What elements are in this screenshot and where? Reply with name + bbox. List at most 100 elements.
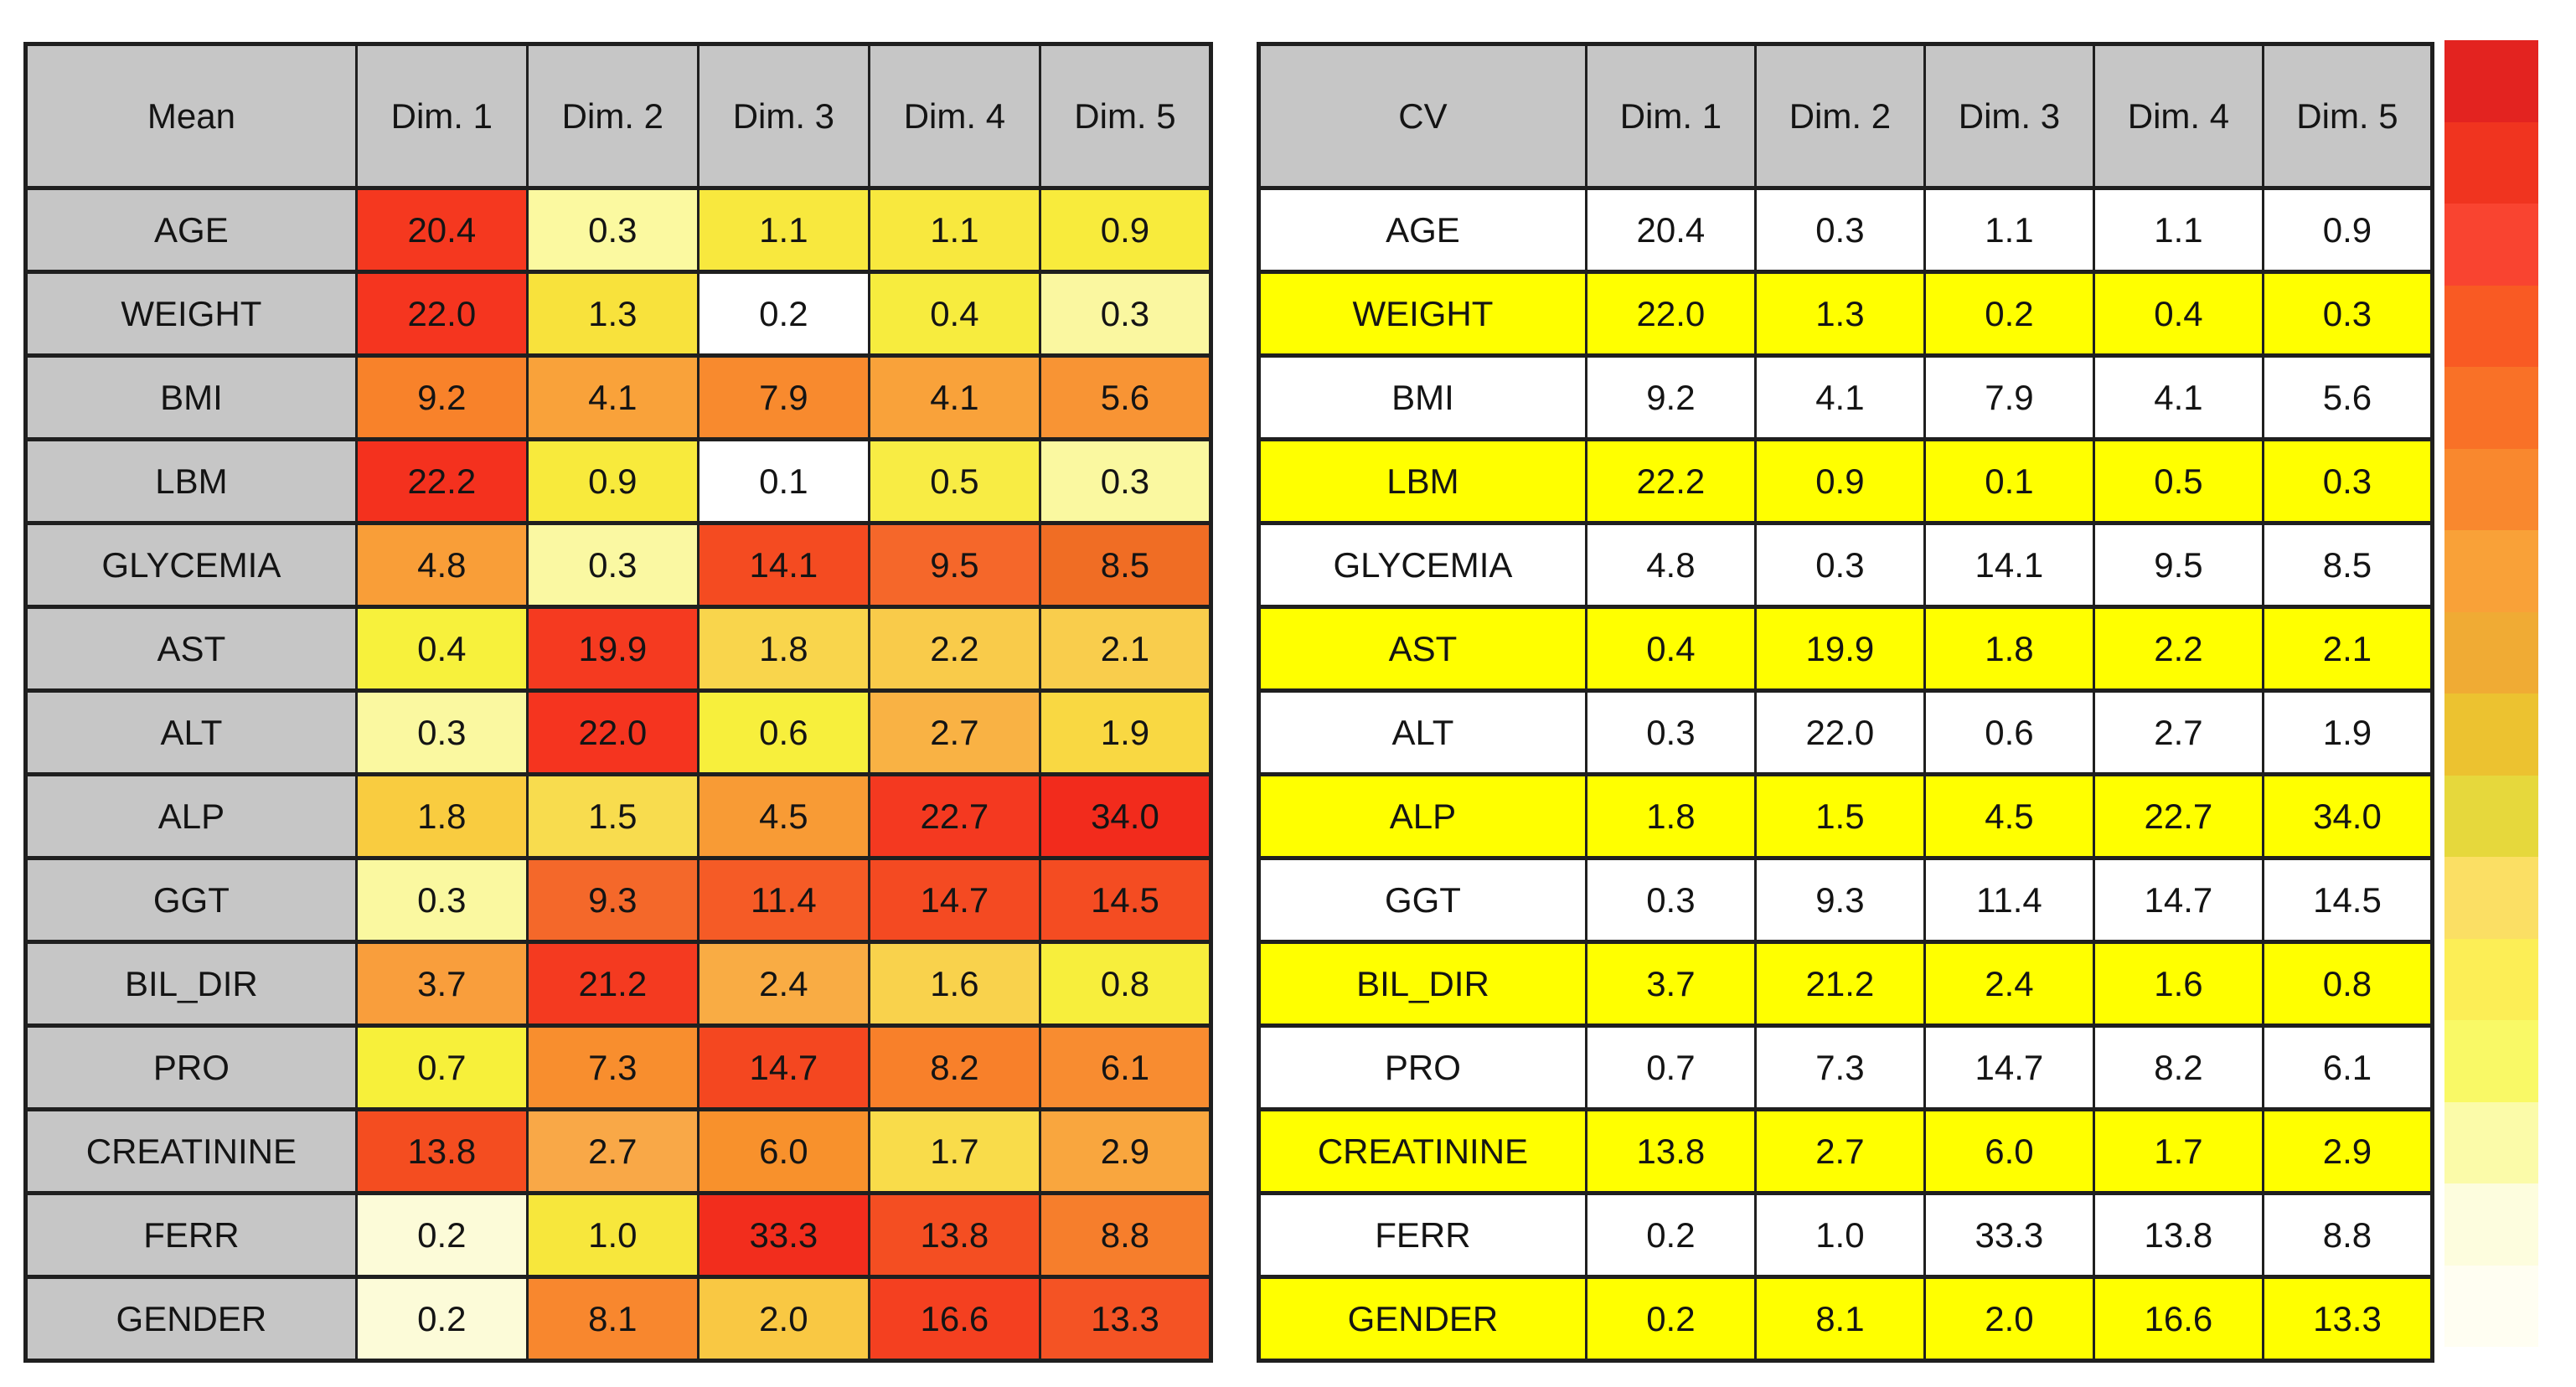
heatmap-cell: 22.7 (867, 772, 1041, 860)
colorbar-block (2444, 694, 2538, 776)
heatmap-cell: 0.3 (1038, 270, 1213, 358)
heatmap-cell: 0.2 (354, 1275, 529, 1363)
cv-cell: 11.4 (1923, 856, 2095, 944)
heatmap-cell: 7.3 (525, 1023, 699, 1111)
row-label: CREATININE (1257, 1107, 1587, 1195)
cv-cell: 1.3 (1753, 270, 1926, 358)
cv-cell: 22.7 (2092, 772, 2264, 860)
heatmap-cell: 2.2 (867, 605, 1041, 693)
cv-cell: 0.1 (1923, 437, 2095, 525)
heatmap-cell: 0.9 (1038, 186, 1213, 274)
row-label: BMI (1257, 353, 1587, 441)
cv-cell: 14.1 (1923, 521, 2095, 609)
column-header: Dim. 3 (696, 42, 870, 190)
cv-cell: 9.5 (2092, 521, 2264, 609)
heatmap-cell: 8.8 (1038, 1191, 1213, 1279)
column-header: Dim. 3 (1923, 42, 2095, 190)
table-row: LBM 22.2 0.9 0.1 0.5 0.3 (24, 437, 1213, 525)
cv-cell: 34.0 (2261, 772, 2434, 860)
cv-cell: 6.1 (2261, 1023, 2434, 1111)
cv-cell: 2.4 (1923, 940, 2095, 1028)
cv-cell: 13.8 (1584, 1107, 1757, 1195)
table-row: GGT 0.3 9.3 11.4 14.7 14.5 (1257, 856, 2434, 944)
table-row: PRO 0.7 7.3 14.7 8.2 6.1 (1257, 1023, 2434, 1111)
cv-cell: 0.3 (1753, 186, 1926, 274)
table-row: FERR 0.2 1.0 33.3 13.8 8.8 (1257, 1191, 2434, 1279)
heatmap-cell: 1.5 (525, 772, 699, 860)
cv-cell: 0.7 (1584, 1023, 1757, 1111)
heatmap-cell: 0.3 (525, 186, 699, 274)
cv-cell: 1.1 (1923, 186, 2095, 274)
colorbar-legend (2444, 40, 2538, 1347)
column-header: Dim. 4 (867, 42, 1041, 190)
heatmap-cell: 2.0 (696, 1275, 870, 1363)
colorbar-block (2444, 611, 2538, 694)
cv-cell: 14.7 (2092, 856, 2264, 944)
heatmap-cell: 1.8 (696, 605, 870, 693)
row-label: GLYCEMIA (24, 521, 358, 609)
row-label: ALT (1257, 688, 1587, 776)
heatmap-cell: 5.6 (1038, 353, 1213, 441)
colorbar-block (2444, 204, 2538, 286)
table-row: BIL_DIR 3.7 21.2 2.4 1.6 0.8 (24, 940, 1213, 1028)
cv-cell: 0.5 (2092, 437, 2264, 525)
cv-header-row: CV Dim. 1 Dim. 2 Dim. 3 Dim. 4 Dim. 5 (1257, 42, 2434, 190)
heatmap-cell: 14.5 (1038, 856, 1213, 944)
row-label: ALT (24, 688, 358, 776)
mean-heatmap-table: Mean Dim. 1 Dim. 2 Dim. 3 Dim. 4 Dim. 5 AGE 2… (23, 42, 1213, 1363)
row-label: AST (1257, 605, 1587, 693)
colorbar-block (2444, 1265, 2538, 1347)
heatmap-cell: 22.0 (525, 688, 699, 776)
row-label: FERR (1257, 1191, 1587, 1279)
cv-cell: 22.0 (1753, 688, 1926, 776)
table-row: AGE 20.4 0.3 1.1 1.1 0.9 (1257, 186, 2434, 274)
colorbar-block (2444, 1101, 2538, 1183)
heatmap-cell: 9.2 (354, 353, 529, 441)
cv-cell: 22.2 (1584, 437, 1757, 525)
column-header: Dim. 2 (1753, 42, 1926, 190)
cv-cell: 4.8 (1584, 521, 1757, 609)
heatmap-cell: 11.4 (696, 856, 870, 944)
cv-cell: 5.6 (2261, 353, 2434, 441)
cv-table-title: CV (1257, 42, 1587, 190)
table-row: GLYCEMIA 4.8 0.3 14.1 9.5 8.5 (1257, 521, 2434, 609)
column-header: Dim. 1 (1584, 42, 1757, 190)
cv-cell: 0.8 (2261, 940, 2434, 1028)
cv-cell: 19.9 (1753, 605, 1926, 693)
heatmap-cell: 19.9 (525, 605, 699, 693)
table-row: FERR 0.2 1.0 33.3 13.8 8.8 (24, 1191, 1213, 1279)
table-row: WEIGHT 22.0 1.3 0.2 0.4 0.3 (24, 270, 1213, 358)
colorbar-block (2444, 285, 2538, 367)
table-row: PRO 0.7 7.3 14.7 8.2 6.1 (24, 1023, 1213, 1111)
heatmap-cell: 1.9 (1038, 688, 1213, 776)
table-row: BMI 9.2 4.1 7.9 4.1 5.6 (1257, 353, 2434, 441)
heatmap-cell: 0.3 (354, 688, 529, 776)
heatmap-cell: 34.0 (1038, 772, 1213, 860)
row-label: LBM (1257, 437, 1587, 525)
heatmap-cell: 1.1 (696, 186, 870, 274)
row-label: ALP (1257, 772, 1587, 860)
cv-cell: 14.5 (2261, 856, 2434, 944)
mean-table-title: Mean (24, 42, 358, 190)
heatmap-cell: 0.1 (696, 437, 870, 525)
colorbar-block (2444, 530, 2538, 612)
column-header: Dim. 5 (1038, 42, 1213, 190)
cv-cell: 9.2 (1584, 353, 1757, 441)
cv-cell: 16.6 (2092, 1275, 2264, 1363)
colorbar-block (2444, 121, 2538, 204)
row-label: GENDER (1257, 1275, 1587, 1363)
heatmap-cell: 8.2 (867, 1023, 1041, 1111)
cv-cell: 1.7 (2092, 1107, 2264, 1195)
row-label: BMI (24, 353, 358, 441)
row-label: ALP (24, 772, 358, 860)
heatmap-cell: 13.8 (354, 1107, 529, 1195)
table-row: BMI 9.2 4.1 7.9 4.1 5.6 (24, 353, 1213, 441)
cv-cell: 7.3 (1753, 1023, 1926, 1111)
colorbar-block (2444, 775, 2538, 857)
cv-cell: 2.2 (2092, 605, 2264, 693)
heatmap-cell: 0.9 (525, 437, 699, 525)
cv-cell: 14.7 (1923, 1023, 2095, 1111)
colorbar-block (2444, 1020, 2538, 1102)
table-row: GLYCEMIA 4.8 0.3 14.1 9.5 8.5 (24, 521, 1213, 609)
heatmap-cell: 4.5 (696, 772, 870, 860)
